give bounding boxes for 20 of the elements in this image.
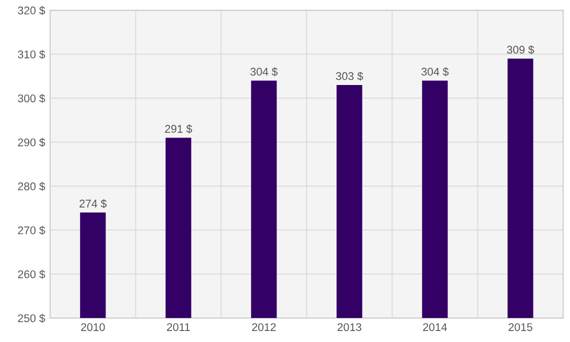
x-tick-label: 2012 xyxy=(252,323,276,332)
y-tick-label: 280 $ xyxy=(18,182,46,191)
data-label: 304 $ xyxy=(250,67,278,76)
x-tick-label: 2014 xyxy=(423,323,447,332)
y-tick-label: 320 $ xyxy=(18,6,46,16)
data-label: 303 $ xyxy=(336,72,364,81)
y-tick-label: 310 $ xyxy=(18,50,46,60)
x-tick-label: 2013 xyxy=(338,323,362,332)
y-tick-label: 250 $ xyxy=(18,314,46,323)
data-label: 274 $ xyxy=(80,199,107,208)
x-tick-label: 2015 xyxy=(508,323,532,332)
data-label: 309 $ xyxy=(506,45,534,54)
y-tick-label: 290 $ xyxy=(18,138,46,147)
y-tick-label: 260 $ xyxy=(18,270,46,279)
x-tick-label: 2010 xyxy=(81,323,105,332)
x-tick-label: 2011 xyxy=(167,323,190,332)
y-tick-label: 270 $ xyxy=(18,226,46,235)
data-label: 291 $ xyxy=(165,124,192,134)
data-label: 304 $ xyxy=(421,67,449,76)
y-tick-label: 300 $ xyxy=(18,94,46,103)
